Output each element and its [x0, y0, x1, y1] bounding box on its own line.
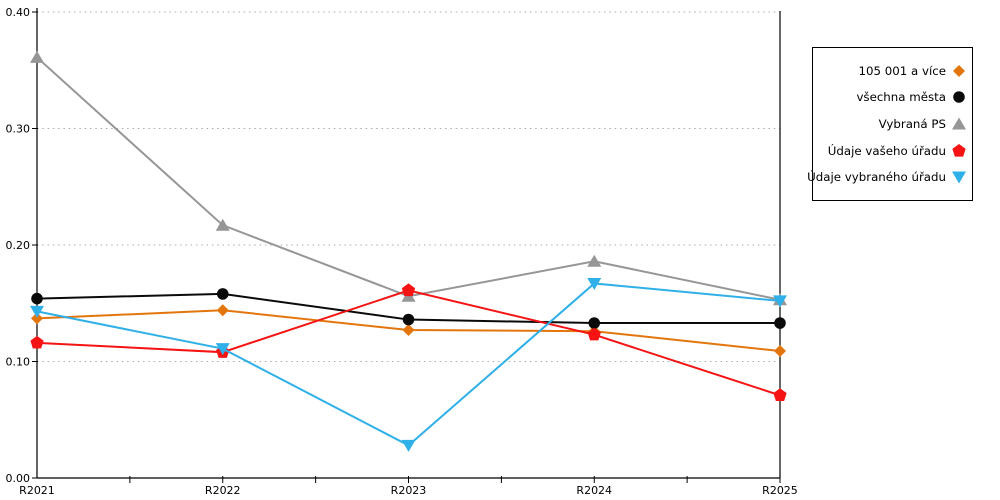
x-tick-label: R2023: [391, 484, 427, 497]
legend-label: všechna města: [856, 90, 946, 105]
circle-marker: [588, 317, 601, 329]
series-1: [31, 288, 786, 329]
triangle-down-marker: [773, 295, 787, 308]
x-tick-label: R2021: [19, 484, 55, 497]
legend-label: Údaje vybraného úřadu: [807, 170, 946, 185]
series-2: [30, 50, 787, 306]
y-tick-label: 0.10: [6, 355, 31, 368]
triangle-up-marker: [587, 254, 602, 267]
legend-label: Vybraná PS: [878, 116, 946, 131]
diamond-marker: [31, 312, 43, 325]
triangle-down-marker: [30, 305, 44, 318]
pentagon-marker: [773, 388, 787, 401]
diamond-icon: [953, 64, 965, 77]
circle-marker: [402, 313, 415, 326]
legend-item-0: 105 001 a více: [813, 63, 972, 79]
triangle-up-icon: [952, 117, 966, 130]
legend: 105 001 a více všechna města Vybraná PS Úda…: [807, 47, 973, 201]
pentagon-marker: [587, 327, 601, 341]
legend-label: Údaje vašeho úřadu: [827, 143, 946, 158]
triangle-up-marker: [215, 218, 230, 231]
legend-item-1: všechna města: [813, 89, 972, 105]
y-tick-label: 0.30: [6, 122, 31, 135]
series-3: [30, 283, 787, 401]
x-tick-label: R2024: [576, 484, 612, 497]
circle-marker: [31, 292, 43, 305]
triangle-up-marker: [30, 50, 44, 63]
series-line: [36, 56, 781, 301]
triangle-down-icon: [952, 171, 966, 184]
circle-icon: [953, 91, 965, 104]
diamond-marker: [774, 345, 786, 358]
diamond-marker: [402, 324, 415, 337]
triangle-down-marker: [587, 277, 602, 290]
legend-item-4: Údaje vybraného úřadu: [807, 169, 972, 185]
circle-marker: [216, 288, 229, 300]
circle-marker: [774, 317, 786, 329]
legend-item-3: Údaje vašeho úřadu: [813, 143, 972, 159]
legend-item-2: Vybraná PS: [813, 116, 972, 132]
y-tick-label: 0.40: [6, 6, 31, 19]
series-4: [30, 277, 787, 452]
pentagon-marker: [401, 283, 416, 297]
x-tick-label: R2025: [762, 484, 798, 497]
pentagon-icon: [952, 143, 966, 157]
triangle-down-marker: [401, 439, 416, 452]
pentagon-marker: [30, 335, 44, 349]
series-line: [36, 282, 781, 447]
series-line: [36, 289, 781, 397]
y-tick-label: 0.20: [6, 239, 31, 252]
triangle-down-marker: [215, 343, 230, 356]
x-tick-label: R2022: [205, 484, 241, 497]
diamond-marker: [216, 304, 229, 317]
legend-label: 105 001 a více: [858, 63, 946, 78]
y-tick-label: 0.00: [6, 472, 31, 485]
